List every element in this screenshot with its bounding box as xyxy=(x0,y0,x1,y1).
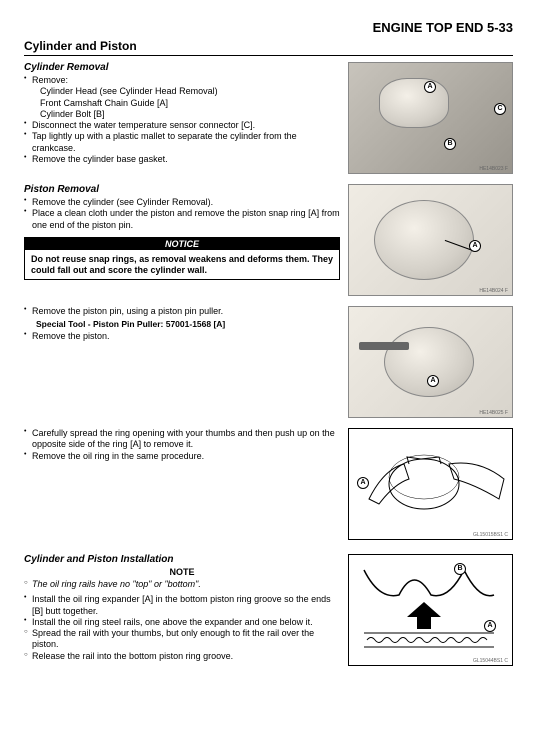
list-item: Cylinder Bolt [B] xyxy=(24,109,340,120)
list-1: Remove: Cylinder Head (see Cylinder Head… xyxy=(24,75,340,165)
list-item: The oil ring rails have no "top" or "bot… xyxy=(24,579,340,590)
list-item: Remove the oil ring in the same procedur… xyxy=(24,451,340,462)
subtitle-installation: Cylinder and Piston Installation xyxy=(24,554,340,565)
tool-line: Special Tool - Piston Pin Puller: 57001-… xyxy=(24,319,340,329)
block-piston-pin: Remove the piston pin, using a piston pi… xyxy=(24,306,513,418)
callout-a: A xyxy=(469,240,481,252)
figure-3: A HE14B025 F xyxy=(348,306,513,418)
image-col-1: A B C HE14B023 F xyxy=(348,62,513,174)
list-4: Carefully spread the ring opening with y… xyxy=(24,428,340,462)
list-item: Install the oil ring steel rails, one ab… xyxy=(24,617,340,628)
list-3b: Remove the piston. xyxy=(24,331,340,342)
list-item: Front Camshaft Chain Guide [A] xyxy=(24,98,340,109)
notice-body: Do not reuse snap rings, as removal weak… xyxy=(25,250,339,280)
notice-box: NOTICE Do not reuse snap rings, as remov… xyxy=(24,237,340,281)
list-item: Place a clean cloth under the piston and… xyxy=(24,208,340,231)
image-col-2: A HE14B024 F xyxy=(348,184,513,296)
list-item: Remove the piston. xyxy=(24,331,340,342)
block-piston-removal: Piston Removal Remove the cylinder (see … xyxy=(24,184,513,296)
list-item: Spread the rail with your thumbs, but on… xyxy=(24,628,340,651)
page-header: ENGINE TOP END 5-33 xyxy=(24,20,513,35)
figure-5: A B GL15044BS1 C xyxy=(348,554,513,666)
note-header: NOTE xyxy=(24,567,340,577)
figure-label: GL15015BS1 C xyxy=(473,532,508,538)
block-ring-spread: Carefully spread the ring opening with y… xyxy=(24,428,513,540)
callout-a: A xyxy=(357,477,369,489)
callout-b: B xyxy=(444,138,456,150)
list-item: Install the oil ring expander [A] in the… xyxy=(24,594,340,617)
figure-2: A HE14B024 F xyxy=(348,184,513,296)
callout-a: A xyxy=(484,620,496,632)
callout-c: C xyxy=(494,103,506,115)
list-item: Remove the cylinder (see Cylinder Remova… xyxy=(24,197,340,208)
list-2: Remove the cylinder (see Cylinder Remova… xyxy=(24,197,340,231)
list-item: Cylinder Head (see Cylinder Head Removal… xyxy=(24,86,340,97)
list-item: Remove the piston pin, using a piston pi… xyxy=(24,306,340,317)
list-item: Disconnect the water temperature sensor … xyxy=(24,120,340,131)
figure-label: HE14B023 F xyxy=(479,166,508,172)
list-item: Remove the cylinder base gasket. xyxy=(24,154,340,165)
list-item: Remove: xyxy=(24,75,340,86)
image-col-4: A GL15015BS1 C xyxy=(348,428,513,540)
callout-a: A xyxy=(427,375,439,387)
callout-b: B xyxy=(454,563,466,575)
list-item: Carefully spread the ring opening with y… xyxy=(24,428,340,451)
section-title: Cylinder and Piston xyxy=(24,39,513,56)
figure-4: A GL15015BS1 C xyxy=(348,428,513,540)
list-item: Release the rail into the bottom piston … xyxy=(24,651,340,662)
image-col-3: A HE14B025 F xyxy=(348,306,513,418)
list-5b: Install the oil ring expander [A] in the… xyxy=(24,594,340,662)
notice-header: NOTICE xyxy=(25,238,339,250)
list-3a: Remove the piston pin, using a piston pi… xyxy=(24,306,340,317)
text-col-3: Remove the piston pin, using a piston pi… xyxy=(24,306,340,418)
text-col-1: Cylinder Removal Remove: Cylinder Head (… xyxy=(24,62,340,174)
image-col-5: A B GL15044BS1 C xyxy=(348,554,513,666)
text-col-5: Cylinder and Piston Installation NOTE Th… xyxy=(24,554,340,666)
text-col-2: Piston Removal Remove the cylinder (see … xyxy=(24,184,340,296)
subtitle-piston-removal: Piston Removal xyxy=(24,184,340,195)
callout-a: A xyxy=(424,81,436,93)
list-item: Tap lightly up with a plastic mallet to … xyxy=(24,131,340,154)
figure-label: HE14B025 F xyxy=(479,410,508,416)
figure-label: HE14B024 F xyxy=(479,288,508,294)
figure-1: A B C HE14B023 F xyxy=(348,62,513,174)
block-installation: Cylinder and Piston Installation NOTE Th… xyxy=(24,554,513,666)
text-col-4: Carefully spread the ring opening with y… xyxy=(24,428,340,540)
block-cylinder-removal: Cylinder Removal Remove: Cylinder Head (… xyxy=(24,62,513,174)
figure-label: GL15044BS1 C xyxy=(473,658,508,664)
list-5a: The oil ring rails have no "top" or "bot… xyxy=(24,579,340,590)
subtitle-cylinder-removal: Cylinder Removal xyxy=(24,62,340,73)
